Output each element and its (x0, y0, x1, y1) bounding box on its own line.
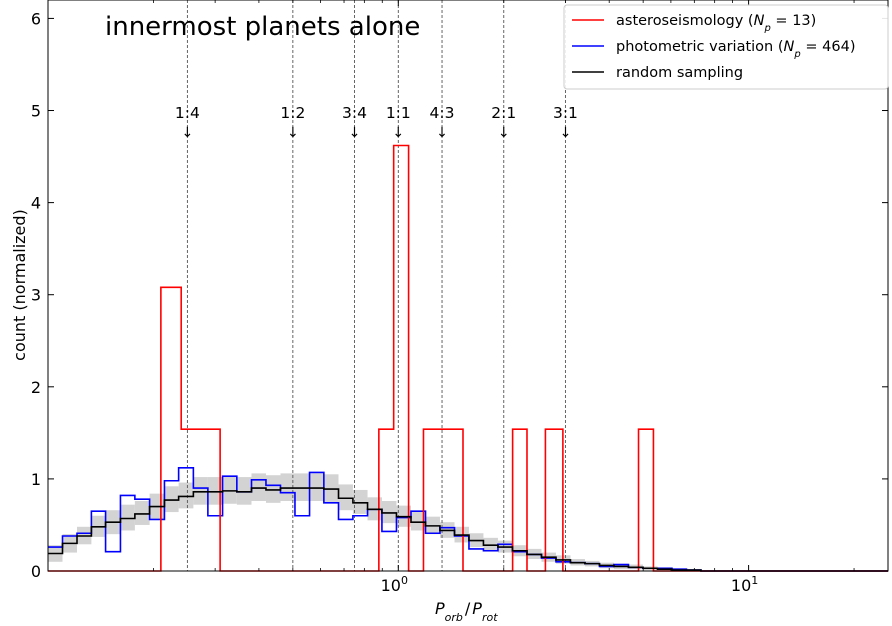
resonance-arrow-icon: ↓ (182, 125, 194, 141)
y-tick-label: 5 (31, 102, 41, 121)
legend-label-asteroseismology: asteroseismology (Np = 13) (616, 13, 816, 34)
resonance-label: 3:1 (553, 104, 578, 122)
resonance-arrow-icon: ↓ (349, 125, 361, 141)
resonance-lines (186, 0, 566, 571)
resonance-label: 1:1 (386, 104, 411, 122)
band-segment (134, 501, 150, 525)
resonance-label: 1:2 (280, 104, 305, 122)
resonance-arrow-icon: ↓ (498, 125, 510, 141)
resonance-label: 2:1 (491, 104, 516, 122)
y-tick-label: 2 (31, 378, 41, 397)
band-segment (280, 473, 295, 502)
y-tick-label: 4 (31, 194, 41, 213)
band-segment (120, 504, 135, 531)
legend: asteroseismology (Np = 13) photometric v… (563, 4, 889, 90)
series-random-sampling (48, 487, 888, 572)
band-segment (251, 473, 266, 502)
band-segment (178, 482, 194, 509)
band-segment (265, 475, 281, 503)
band-segment (338, 484, 353, 511)
y-axis-label: count (normalized) (10, 209, 29, 361)
resonance-label: 1:4 (175, 104, 200, 122)
resonance-labels: 1:4 ↓ 1:2 ↓ 3:4 ↓ 1:1 ↓ 4:3 ↓ 2:1 ↓ 3:1 ↓ (175, 104, 578, 141)
band-segment (193, 477, 208, 505)
band-segment (222, 476, 237, 504)
band-segment (236, 477, 252, 505)
band-segment (294, 473, 310, 502)
band-segment (323, 474, 339, 502)
resonance-arrow-icon: ↓ (392, 125, 404, 141)
band-segment (410, 512, 426, 531)
band-segment (352, 489, 368, 514)
legend-box (563, 4, 889, 90)
y-tick-label: 1 (31, 470, 41, 489)
y-tick-label: 3 (31, 286, 41, 305)
band-segment (309, 473, 324, 502)
resonance-label: 3:4 (342, 104, 367, 122)
legend-label-random: random sampling (616, 65, 743, 81)
plot-frame (47, 0, 889, 572)
resonance-arrow-icon: ↓ (436, 125, 448, 141)
band-segment (207, 477, 223, 505)
resonance-label: 4:3 (430, 104, 455, 122)
confidence-band (48, 473, 701, 571)
band-segment (164, 486, 179, 513)
y-axis-ticks: 0 1 2 3 4 5 6 (31, 9, 888, 581)
y-tick-label: 0 (31, 562, 41, 581)
band-segment (381, 501, 397, 524)
resonance-arrow-icon: ↓ (560, 125, 572, 141)
resonance-arrow-icon: ↓ (287, 125, 299, 141)
x-axis-label: Porb / Prot (435, 599, 498, 624)
chart-title: innermost planets alone (105, 12, 420, 42)
y-tick-label: 6 (31, 9, 41, 28)
